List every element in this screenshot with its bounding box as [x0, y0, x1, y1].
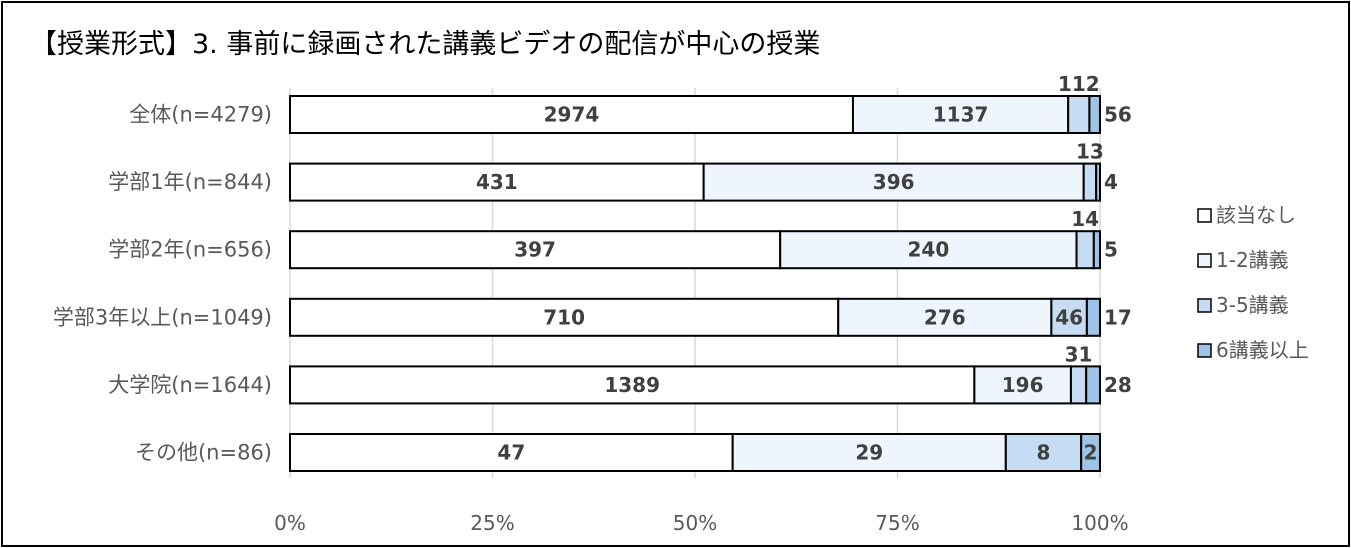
legend-swatch	[1197, 208, 1212, 223]
legend-swatch	[1197, 298, 1212, 313]
x-tick-label: 50%	[673, 511, 717, 535]
bar-segment	[1095, 162, 1101, 202]
bar-segment	[289, 433, 734, 472]
data-label: 1389	[604, 373, 660, 397]
data-label: 8	[1037, 441, 1051, 465]
category-label: 学部2年(n=656)	[108, 238, 272, 262]
data-label: 17	[1104, 305, 1132, 329]
bar-segment	[1075, 230, 1095, 270]
bar-segment	[1085, 297, 1101, 337]
legend-swatch	[1197, 343, 1212, 358]
legend-label: 該当なし	[1216, 203, 1296, 227]
chart-title: 【授業形式】3. 事前に録画された講義ビデオの配信が中心の授業	[30, 29, 821, 60]
category-label: 全体(n=4279)	[129, 103, 272, 127]
data-label: 1137	[933, 103, 989, 127]
bar-segment	[289, 297, 840, 337]
bar-segment	[1088, 95, 1102, 134]
bar-segment	[973, 365, 1072, 405]
bar-segment	[289, 365, 976, 405]
data-label: 396	[873, 170, 915, 194]
data-label: 397	[514, 238, 556, 262]
bar-segment	[1004, 433, 1083, 472]
category-label: 学部3年以上(n=1049)	[53, 305, 272, 329]
bar-segment	[1067, 95, 1091, 134]
bar-segment	[289, 230, 782, 270]
legend-label: 1-2講義	[1216, 248, 1289, 272]
data-label: 431	[476, 170, 518, 194]
data-label: 4	[1104, 170, 1118, 194]
data-label: 47	[497, 441, 525, 465]
data-label: 14	[1071, 207, 1099, 231]
bar-segment	[779, 230, 1078, 270]
data-label: 31	[1065, 342, 1093, 366]
bar-segment	[837, 297, 1053, 337]
bar-segment	[1092, 230, 1101, 270]
bar-segment	[1080, 433, 1102, 472]
data-label: 2974	[544, 103, 600, 127]
category-label: その他(n=86)	[135, 441, 272, 465]
legend-label: 6講義以上	[1216, 338, 1309, 362]
data-label: 112	[1058, 72, 1100, 96]
x-tick-label: 0%	[274, 511, 306, 535]
x-tick-label: 75%	[875, 511, 919, 535]
data-label: 5	[1104, 238, 1118, 262]
x-tick-label: 100%	[1071, 511, 1128, 535]
data-label: 29	[855, 441, 883, 465]
x-tick-label: 25%	[470, 511, 514, 535]
legend-label: 3-5講義	[1216, 293, 1289, 317]
data-label: 2	[1084, 441, 1098, 465]
bar-segment	[1082, 162, 1098, 202]
data-label: 28	[1104, 373, 1132, 397]
bar-segment	[1069, 365, 1088, 405]
category-label: 学部1年(n=844)	[108, 170, 272, 194]
data-label: 276	[924, 305, 966, 329]
data-label: 13	[1076, 140, 1104, 164]
legend-swatch	[1197, 253, 1212, 268]
data-label: 56	[1104, 103, 1132, 127]
data-label: 240	[907, 238, 949, 262]
bar-segment	[289, 95, 854, 134]
bar-segment	[1085, 365, 1101, 405]
category-label: 大学院(n=1644)	[108, 373, 272, 397]
data-label: 196	[1002, 373, 1044, 397]
bar-segment	[731, 433, 1007, 472]
data-label: 46	[1055, 305, 1083, 329]
data-label: 710	[543, 305, 585, 329]
